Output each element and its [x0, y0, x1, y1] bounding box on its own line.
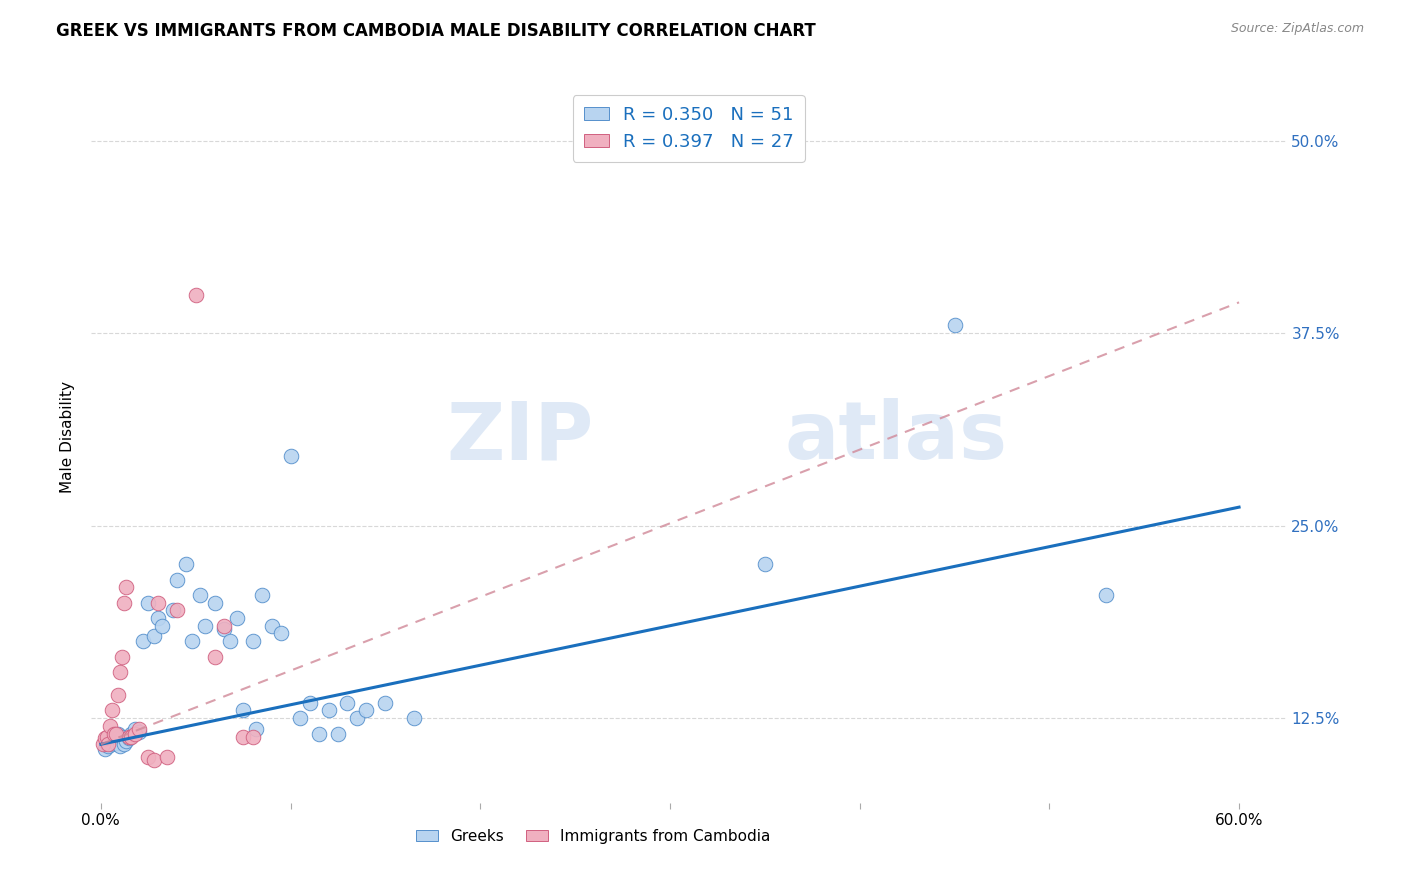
- Point: [194, 618, 217, 632]
- Point: [112, 737, 135, 751]
- Point: [124, 726, 146, 740]
- Point: [97, 737, 120, 751]
- Point: [146, 596, 169, 610]
- Point: [181, 634, 204, 648]
- Text: ZIP: ZIP: [446, 398, 593, 476]
- Point: [107, 688, 129, 702]
- Point: [226, 611, 249, 625]
- Point: [184, 287, 207, 301]
- Point: [374, 696, 396, 710]
- Point: [188, 588, 211, 602]
- Point: [111, 649, 134, 664]
- Point: [298, 696, 321, 710]
- Point: [232, 703, 254, 717]
- Point: [103, 731, 125, 745]
- Point: [96, 737, 118, 751]
- Point: [260, 618, 283, 632]
- Text: GREEK VS IMMIGRANTS FROM CAMBODIA MALE DISABILITY CORRELATION CHART: GREEK VS IMMIGRANTS FROM CAMBODIA MALE D…: [56, 22, 815, 40]
- Text: atlas: atlas: [785, 398, 1008, 476]
- Point: [96, 730, 118, 744]
- Point: [105, 736, 128, 750]
- Point: [245, 722, 267, 736]
- Point: [150, 618, 173, 632]
- Point: [93, 731, 115, 745]
- Point: [402, 711, 425, 725]
- Point: [108, 665, 131, 679]
- Point: [242, 730, 264, 744]
- Point: [101, 703, 124, 717]
- Point: [232, 730, 254, 744]
- Point: [136, 749, 159, 764]
- Point: [162, 603, 184, 617]
- Point: [943, 318, 966, 333]
- Point: [131, 634, 153, 648]
- Point: [204, 596, 226, 610]
- Point: [93, 742, 115, 756]
- Point: [356, 703, 378, 717]
- Point: [128, 725, 150, 739]
- Point: [326, 726, 349, 740]
- Point: [143, 753, 166, 767]
- Point: [212, 622, 235, 636]
- Point: [105, 726, 128, 740]
- Point: [143, 630, 166, 644]
- Point: [112, 596, 135, 610]
- Point: [288, 711, 311, 725]
- Y-axis label: Male Disability: Male Disability: [60, 381, 76, 493]
- Point: [250, 588, 273, 602]
- Point: [336, 696, 359, 710]
- Point: [218, 634, 240, 648]
- Point: [98, 734, 121, 748]
- Point: [242, 634, 264, 648]
- Point: [101, 737, 124, 751]
- Point: [111, 730, 134, 744]
- Point: [120, 730, 142, 744]
- Point: [212, 618, 235, 632]
- Point: [270, 626, 292, 640]
- Point: [166, 603, 188, 617]
- Point: [136, 596, 159, 610]
- Point: [97, 739, 120, 753]
- Point: [107, 726, 129, 740]
- Point: [98, 719, 121, 733]
- Point: [174, 557, 197, 571]
- Point: [156, 749, 179, 764]
- Point: [346, 711, 368, 725]
- Point: [91, 737, 114, 751]
- Point: [118, 731, 141, 745]
- Point: [114, 734, 136, 748]
- Point: [146, 611, 169, 625]
- Point: [280, 450, 302, 464]
- Point: [103, 726, 125, 740]
- Legend: Greeks, Immigrants from Cambodia: Greeks, Immigrants from Cambodia: [411, 822, 776, 850]
- Point: [108, 739, 131, 753]
- Point: [166, 573, 188, 587]
- Point: [204, 649, 226, 664]
- Point: [1095, 588, 1118, 602]
- Point: [128, 722, 150, 736]
- Point: [124, 722, 146, 736]
- Point: [754, 557, 776, 571]
- Point: [308, 726, 330, 740]
- Point: [120, 726, 142, 740]
- Point: [318, 703, 340, 717]
- Point: [118, 730, 141, 744]
- Text: Source: ZipAtlas.com: Source: ZipAtlas.com: [1230, 22, 1364, 36]
- Point: [114, 580, 136, 594]
